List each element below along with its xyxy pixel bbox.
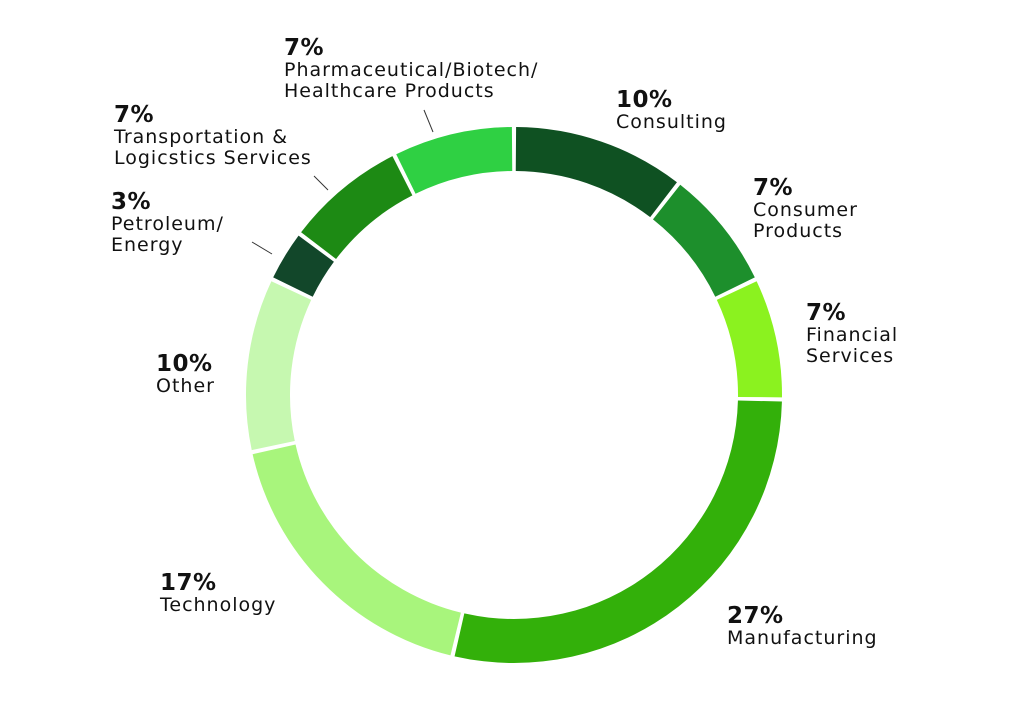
slice-technology	[252, 444, 461, 656]
slice-name: Consulting	[616, 111, 727, 133]
slice-label-pharmaceutical-biotech-healthcare-products: 7% Pharmaceutical/Biotech/Healthcare Prod…	[284, 36, 538, 102]
slice-label-other: 10% Other	[156, 352, 215, 397]
slice-label-financial-services: 7% Financial Services	[806, 301, 898, 367]
slice-name: Transportation &	[114, 126, 289, 148]
slice-name: Logicstics Services	[114, 147, 312, 169]
slice-label-transportation-logicstics-services: 7% Transportation & Logicstics Services	[114, 103, 312, 169]
slice-name: Manufacturing	[727, 627, 878, 649]
leader-line-pharmaceutical-biotech-healthcare-products	[423, 109, 434, 133]
slice-percent: 7%	[284, 35, 325, 61]
slice-percent: 10%	[156, 351, 213, 377]
slice-name: Financial	[806, 324, 899, 346]
slice-label-consumer-products: 7% Consumer Products	[753, 176, 858, 242]
slice-manufacturing	[454, 400, 782, 664]
slice-label-manufacturing: 27% Manufacturing	[727, 604, 878, 649]
slice-petroleum-energy	[273, 235, 334, 297]
slice-financial-services	[716, 281, 783, 398]
slice-name: Pharmaceutical/Biotech/	[284, 59, 539, 81]
slice-name: Energy	[111, 234, 184, 256]
slice-label-petroleum-energy: 3% Petroleum/Energy	[111, 190, 224, 256]
slice-percent: 10%	[616, 87, 673, 113]
leader-line-petroleum-energy	[251, 241, 273, 255]
slice-name: Healthcare Products	[284, 80, 495, 102]
slice-name: Technology	[160, 594, 277, 616]
slice-consulting	[515, 127, 677, 218]
leader-line-transportation-logicstics-services	[313, 175, 329, 191]
slice-percent: 7%	[114, 102, 155, 128]
slice-name: Other	[156, 375, 215, 397]
slice-name: Services	[806, 345, 895, 367]
slice-label-consulting: 10% Consulting	[616, 88, 727, 133]
slice-transportation-logicstics-services	[301, 156, 413, 259]
slice-other	[246, 281, 312, 451]
slice-percent: 7%	[753, 175, 794, 201]
slice-pharmaceutical-biotech-healthcare-products	[396, 127, 513, 194]
slice-percent: 7%	[806, 300, 847, 326]
slice-percent: 17%	[160, 570, 217, 596]
slice-consumer-products	[652, 184, 755, 297]
leader-lines	[251, 109, 434, 255]
slice-percent: 27%	[727, 603, 784, 629]
slice-percent: 3%	[111, 189, 152, 215]
slice-name: Consumer	[753, 199, 858, 221]
slice-name: Petroleum/	[111, 213, 224, 235]
slice-label-technology: 17% Technology	[160, 571, 276, 616]
donut-slices	[246, 127, 783, 664]
slice-name: Products	[753, 220, 844, 242]
